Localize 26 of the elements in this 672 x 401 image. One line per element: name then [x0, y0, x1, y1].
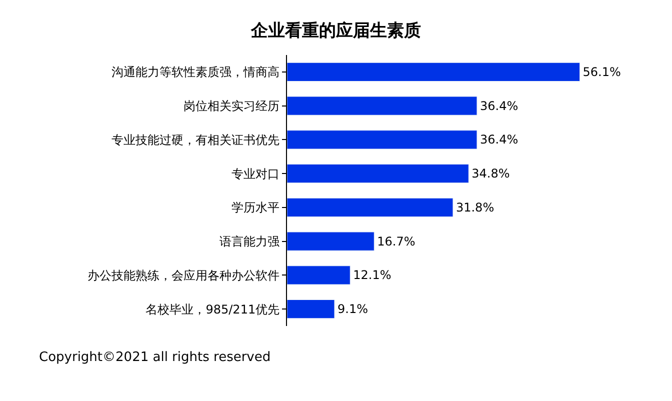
y-tick-label: 专业对口	[232, 166, 280, 181]
text: Copyright©2021 all rights reserved	[39, 350, 271, 365]
data-label: 12.1%	[353, 268, 392, 282]
data-label: 16.7%	[377, 234, 416, 248]
bar	[287, 164, 469, 184]
bar	[287, 300, 335, 319]
data-label: 34.8%	[472, 166, 510, 181]
y-tick-label: 语言能力强	[220, 234, 280, 249]
data-label: 56.1%	[582, 64, 621, 79]
bar	[287, 266, 350, 285]
bar	[287, 198, 454, 217]
bar	[287, 96, 478, 116]
chart-title: 企业看重的应届生素质	[250, 20, 421, 41]
y-tick-label: 办公技能熟练，会应用各种办公软件	[88, 268, 280, 282]
y-tick-label: 名校毕业，985/211优先	[146, 302, 280, 316]
y-tick-label: 岗位相关实习经历	[184, 99, 280, 114]
y-tick-label: 学历水平	[232, 200, 280, 215]
y-tick-label: 沟通能力等软性素质强，情商高	[112, 65, 280, 80]
data-label: 36.4%	[480, 132, 518, 147]
bar	[287, 130, 478, 150]
y-tick-label: 专业技能过硬，有相关证书优先	[112, 132, 280, 147]
data-label: 9.1%	[337, 302, 368, 316]
data-label: 31.8%	[456, 200, 494, 214]
data-label: 36.4%	[480, 98, 518, 113]
bar	[287, 62, 580, 82]
bar	[287, 232, 374, 251]
